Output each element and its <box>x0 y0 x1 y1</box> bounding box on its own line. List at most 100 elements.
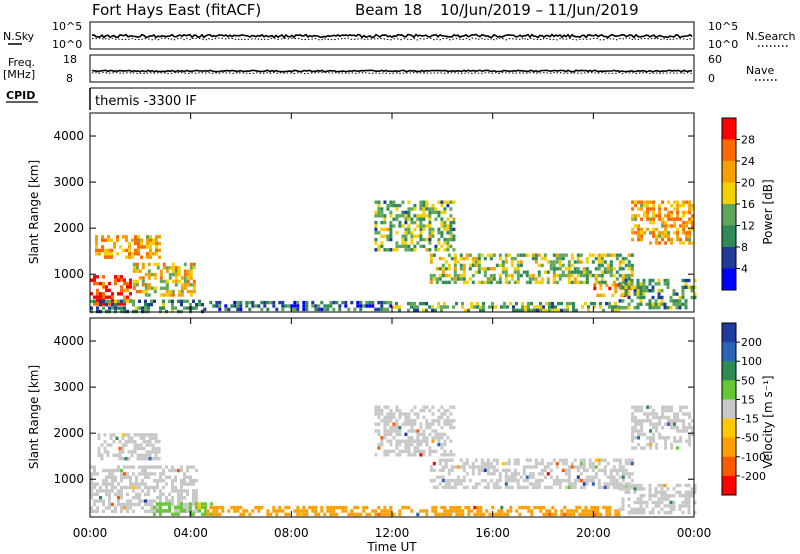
scatter-cell <box>446 512 450 517</box>
scatter-cell <box>195 306 198 310</box>
scatter-cell <box>539 308 542 313</box>
scatter-cell <box>492 468 496 473</box>
scatter-cell <box>111 298 114 303</box>
scatter-cell <box>95 235 98 239</box>
scatter-cell <box>621 472 625 476</box>
scatter-cell <box>652 214 656 218</box>
scatter-cell <box>531 472 535 476</box>
scatter-cell <box>637 207 641 211</box>
scatter-cell <box>534 280 538 285</box>
scatter-cell <box>398 429 402 433</box>
scatter-cell <box>648 487 652 491</box>
scatter-cell <box>438 468 442 473</box>
scatter-cell <box>540 280 544 285</box>
scatter-cell <box>248 307 252 312</box>
scatter-cell <box>120 506 123 510</box>
scatter-cell <box>431 207 435 211</box>
scatter-cell <box>443 220 447 225</box>
scatter-cell <box>356 300 360 305</box>
scatter-cell <box>461 509 465 513</box>
scatter-cell <box>492 485 496 490</box>
scatter-cell <box>658 241 662 245</box>
scatter-cell <box>528 472 532 476</box>
scatter-cell <box>690 487 694 491</box>
scatter-cell <box>186 306 189 310</box>
scatter-cell <box>425 237 429 242</box>
scatter-cell <box>162 472 165 476</box>
scatter-cell <box>450 485 454 490</box>
scatter-cell <box>618 260 622 264</box>
scatter-cell <box>189 482 192 486</box>
scatter-cell <box>144 485 147 490</box>
scatter-cell <box>404 446 408 450</box>
scatter-cell <box>658 203 662 208</box>
ytick-label: 1000 <box>53 267 84 281</box>
scatter-cell <box>555 280 559 285</box>
scatter-cell <box>582 267 586 271</box>
scatter-cell <box>513 267 517 271</box>
scatter-cell <box>464 505 468 510</box>
ytick-label: 1000 <box>53 472 84 486</box>
scatter-cell <box>681 302 685 306</box>
scatter-cell <box>581 305 584 309</box>
scatter-cell <box>371 300 375 305</box>
scatter-cell <box>174 479 177 483</box>
scatter-cell <box>407 217 411 221</box>
scatter-cell <box>673 207 677 211</box>
scatter-cell <box>576 475 580 479</box>
scatter-cell <box>118 440 122 444</box>
scatter-cell <box>452 425 456 430</box>
scatter-cell <box>495 461 499 466</box>
scatter-cell <box>516 478 520 483</box>
scatter-cell <box>326 505 330 510</box>
scatter-cell <box>603 482 607 486</box>
scatter-cell <box>657 483 661 488</box>
scatter-cell <box>383 419 387 423</box>
nsky-left-tick-bottom: 10^0 <box>52 38 82 51</box>
scatter-cell <box>540 458 544 462</box>
scatter-cell <box>603 280 607 285</box>
scatter-cell <box>389 415 393 420</box>
scatter-cell <box>102 302 105 306</box>
scatter-cell <box>606 461 610 466</box>
scatter-cell <box>660 490 664 494</box>
scatter-cell <box>449 231 453 235</box>
scatter-cell <box>407 442 411 447</box>
scatter-cell <box>450 458 454 462</box>
scatter-cell <box>673 231 677 235</box>
scatter-cell <box>422 509 426 513</box>
scatter-cell <box>147 502 150 507</box>
scatter-cell <box>540 263 544 268</box>
scatter-cell <box>672 504 676 508</box>
scatter-cell <box>215 512 219 517</box>
scatter-cell <box>688 415 692 420</box>
scatter-cell <box>157 446 161 451</box>
scatter-cell <box>186 283 190 287</box>
scatter-cell <box>149 235 152 239</box>
scatter-cell <box>459 263 463 268</box>
scatter-cell <box>670 217 674 221</box>
scatter-cell <box>555 267 559 271</box>
scatter-cell <box>144 286 148 290</box>
scatter-cell <box>428 224 432 228</box>
scatter-cell <box>144 289 148 294</box>
scatter-cell <box>177 502 180 507</box>
scatter-cell <box>672 289 676 293</box>
scatter-cell <box>594 465 598 469</box>
scatter-cell <box>666 511 670 515</box>
scatter-cell <box>446 436 450 440</box>
scatter-cell <box>287 304 291 308</box>
scatter-cell <box>636 295 640 300</box>
scatter-cell <box>173 512 177 516</box>
scatter-cell <box>176 512 180 516</box>
scatter-cell <box>489 253 493 257</box>
scatter-cell <box>627 497 631 501</box>
scatter-cell <box>682 419 686 423</box>
scatter-cell <box>419 408 423 413</box>
scatter-cell <box>687 278 691 283</box>
scatter-cell <box>672 292 676 296</box>
scatter-cell <box>500 505 504 510</box>
scatter-cell <box>649 419 653 423</box>
scatter-cell <box>509 509 513 513</box>
scatter-cell <box>687 490 691 494</box>
